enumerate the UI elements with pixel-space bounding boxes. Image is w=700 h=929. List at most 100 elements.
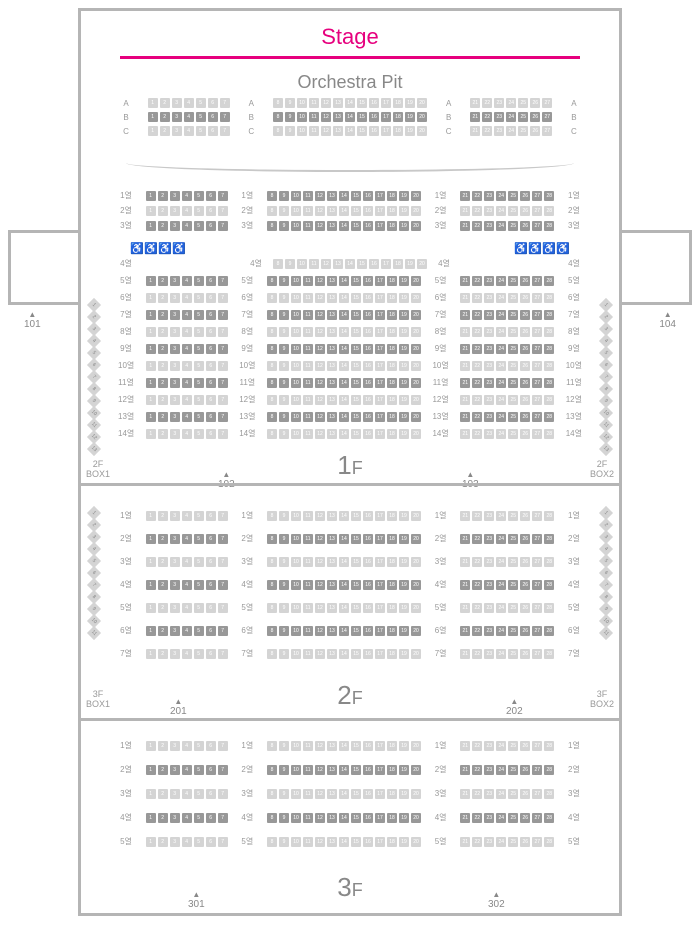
seat[interactable]: 8 [267,741,277,751]
seat[interactable]: 20 [411,206,421,216]
seat[interactable]: 13 [327,603,337,613]
seat[interactable]: 21 [460,649,470,659]
seat[interactable]: 2 [158,534,168,544]
seat[interactable]: 24 [506,98,516,108]
seat[interactable]: 8 [267,327,277,337]
seat[interactable]: 9 [279,580,289,590]
seat[interactable]: 10 [291,649,301,659]
seat[interactable]: 22 [482,126,492,136]
seat[interactable]: 10 [291,511,301,521]
seat[interactable]: 9 [285,126,295,136]
seat[interactable]: 25 [508,649,518,659]
seat[interactable]: 17 [375,765,385,775]
seat[interactable]: 1 [148,112,158,122]
seat[interactable]: 10 [291,221,301,231]
seat[interactable]: 26 [520,603,530,613]
seat[interactable]: 23 [484,276,494,286]
seat[interactable]: 2 [158,206,168,216]
seat[interactable]: 22 [472,765,482,775]
seat[interactable]: 3 [170,206,180,216]
seat[interactable]: 21 [470,112,480,122]
seat[interactable]: 21 [460,191,470,201]
seat[interactable]: 9 [279,837,289,847]
seat[interactable]: 22 [482,98,492,108]
seat[interactable]: 14 [339,310,349,320]
seat[interactable]: 20 [411,557,421,567]
seat[interactable]: 13 [327,395,337,405]
seat[interactable]: 10 [291,361,301,371]
seat[interactable]: 10 [291,626,301,636]
seat[interactable]: 25 [508,395,518,405]
seat[interactable]: 9 [279,557,289,567]
seat[interactable]: 1 [146,789,156,799]
seat[interactable]: 23 [484,310,494,320]
seat[interactable]: 22 [472,649,482,659]
seat[interactable]: 2 [158,789,168,799]
seat[interactable]: 7 [218,534,228,544]
seat[interactable]: 20 [411,837,421,847]
seat[interactable]: 9 [279,327,289,337]
seat[interactable]: 8 [267,626,277,636]
seat[interactable]: 6 [206,221,216,231]
seat[interactable]: 17 [375,191,385,201]
seat[interactable]: 19 [399,361,409,371]
seat[interactable]: 3 [170,511,180,521]
seat[interactable]: 16 [369,98,379,108]
seat[interactable]: 5 [194,293,204,303]
seat[interactable]: 24 [496,293,506,303]
seat[interactable]: 9 [285,259,295,269]
seat[interactable]: 6 [206,837,216,847]
seat[interactable]: 15 [357,126,367,136]
seat[interactable]: 22 [472,206,482,216]
seat[interactable]: 3 [170,741,180,751]
seat[interactable]: 14 [339,741,349,751]
seat[interactable]: 13 [327,765,337,775]
seat[interactable]: 7 [218,206,228,216]
seat[interactable]: 21 [460,429,470,439]
seat[interactable]: 15 [357,98,367,108]
seat[interactable]: 26 [520,429,530,439]
seat[interactable]: 20 [411,191,421,201]
seat[interactable]: 26 [520,765,530,775]
seat[interactable]: 28 [544,741,554,751]
seat[interactable]: 7 [218,626,228,636]
seat[interactable]: 8 [267,378,277,388]
seat[interactable]: 9 [279,534,289,544]
seat[interactable]: 7 [218,789,228,799]
seat[interactable]: 2 [158,626,168,636]
seat[interactable]: 24 [496,327,506,337]
seat[interactable]: 2 [158,649,168,659]
seat[interactable]: 5 [194,206,204,216]
seat[interactable]: 25 [508,191,518,201]
seat[interactable]: 21 [460,276,470,286]
seat[interactable]: 3 [170,276,180,286]
seat[interactable]: 5 [194,534,204,544]
seat[interactable]: 7 [218,741,228,751]
seat[interactable]: 16 [369,259,379,269]
seat[interactable]: 15 [351,789,361,799]
seat[interactable]: 26 [520,327,530,337]
seat[interactable]: 11 [303,276,313,286]
seat[interactable]: 23 [484,344,494,354]
seat[interactable]: 4 [182,412,192,422]
seat[interactable]: 19 [399,191,409,201]
seat[interactable]: 16 [363,765,373,775]
seat[interactable]: 23 [484,813,494,823]
seat[interactable]: 2 [158,378,168,388]
seat[interactable]: 13 [327,191,337,201]
seat[interactable]: 18 [387,293,397,303]
seat[interactable]: 6 [206,310,216,320]
seat[interactable]: 5 [194,344,204,354]
seat[interactable]: 1 [146,813,156,823]
seat[interactable]: 2 [158,557,168,567]
seat[interactable]: 26 [520,221,530,231]
seat[interactable]: 14 [339,765,349,775]
seat[interactable]: 21 [460,378,470,388]
seat[interactable]: 20 [411,276,421,286]
seat[interactable]: 24 [496,534,506,544]
seat[interactable]: 24 [496,276,506,286]
seat[interactable]: 15 [357,112,367,122]
seat[interactable]: 6 [206,412,216,422]
seat[interactable]: 21 [460,813,470,823]
seat[interactable]: 26 [520,511,530,521]
